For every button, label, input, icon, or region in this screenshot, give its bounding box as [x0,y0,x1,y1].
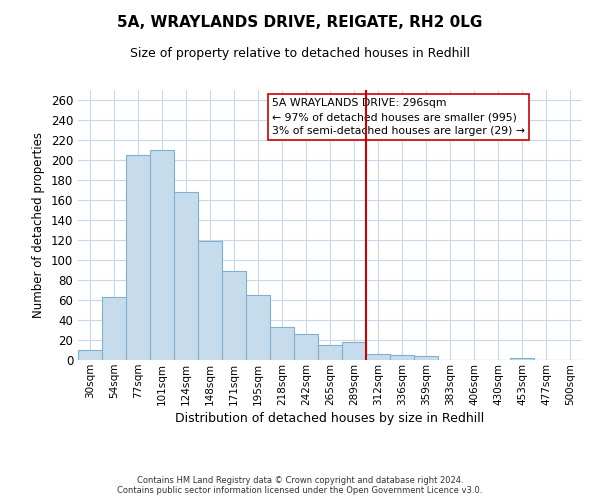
Y-axis label: Number of detached properties: Number of detached properties [32,132,45,318]
Bar [246,295,270,360]
X-axis label: Distribution of detached houses by size in Redhill: Distribution of detached houses by size … [175,412,485,425]
Bar [102,297,126,360]
Bar [126,155,150,360]
Bar [78,350,102,360]
Bar [366,354,390,360]
Bar [294,334,318,360]
Bar [414,356,438,360]
Bar [390,355,414,360]
Bar [270,327,294,360]
Bar [198,241,222,360]
Bar [318,345,342,360]
Bar [342,342,366,360]
Text: 5A WRAYLANDS DRIVE: 296sqm
← 97% of detached houses are smaller (995)
3% of semi: 5A WRAYLANDS DRIVE: 296sqm ← 97% of deta… [272,98,525,136]
Bar [222,271,246,360]
Text: Contains HM Land Registry data © Crown copyright and database right 2024.
Contai: Contains HM Land Registry data © Crown c… [118,476,482,495]
Bar [174,192,198,360]
Text: Size of property relative to detached houses in Redhill: Size of property relative to detached ho… [130,48,470,60]
Bar [150,150,174,360]
Text: 5A, WRAYLANDS DRIVE, REIGATE, RH2 0LG: 5A, WRAYLANDS DRIVE, REIGATE, RH2 0LG [118,15,482,30]
Bar [510,358,534,360]
